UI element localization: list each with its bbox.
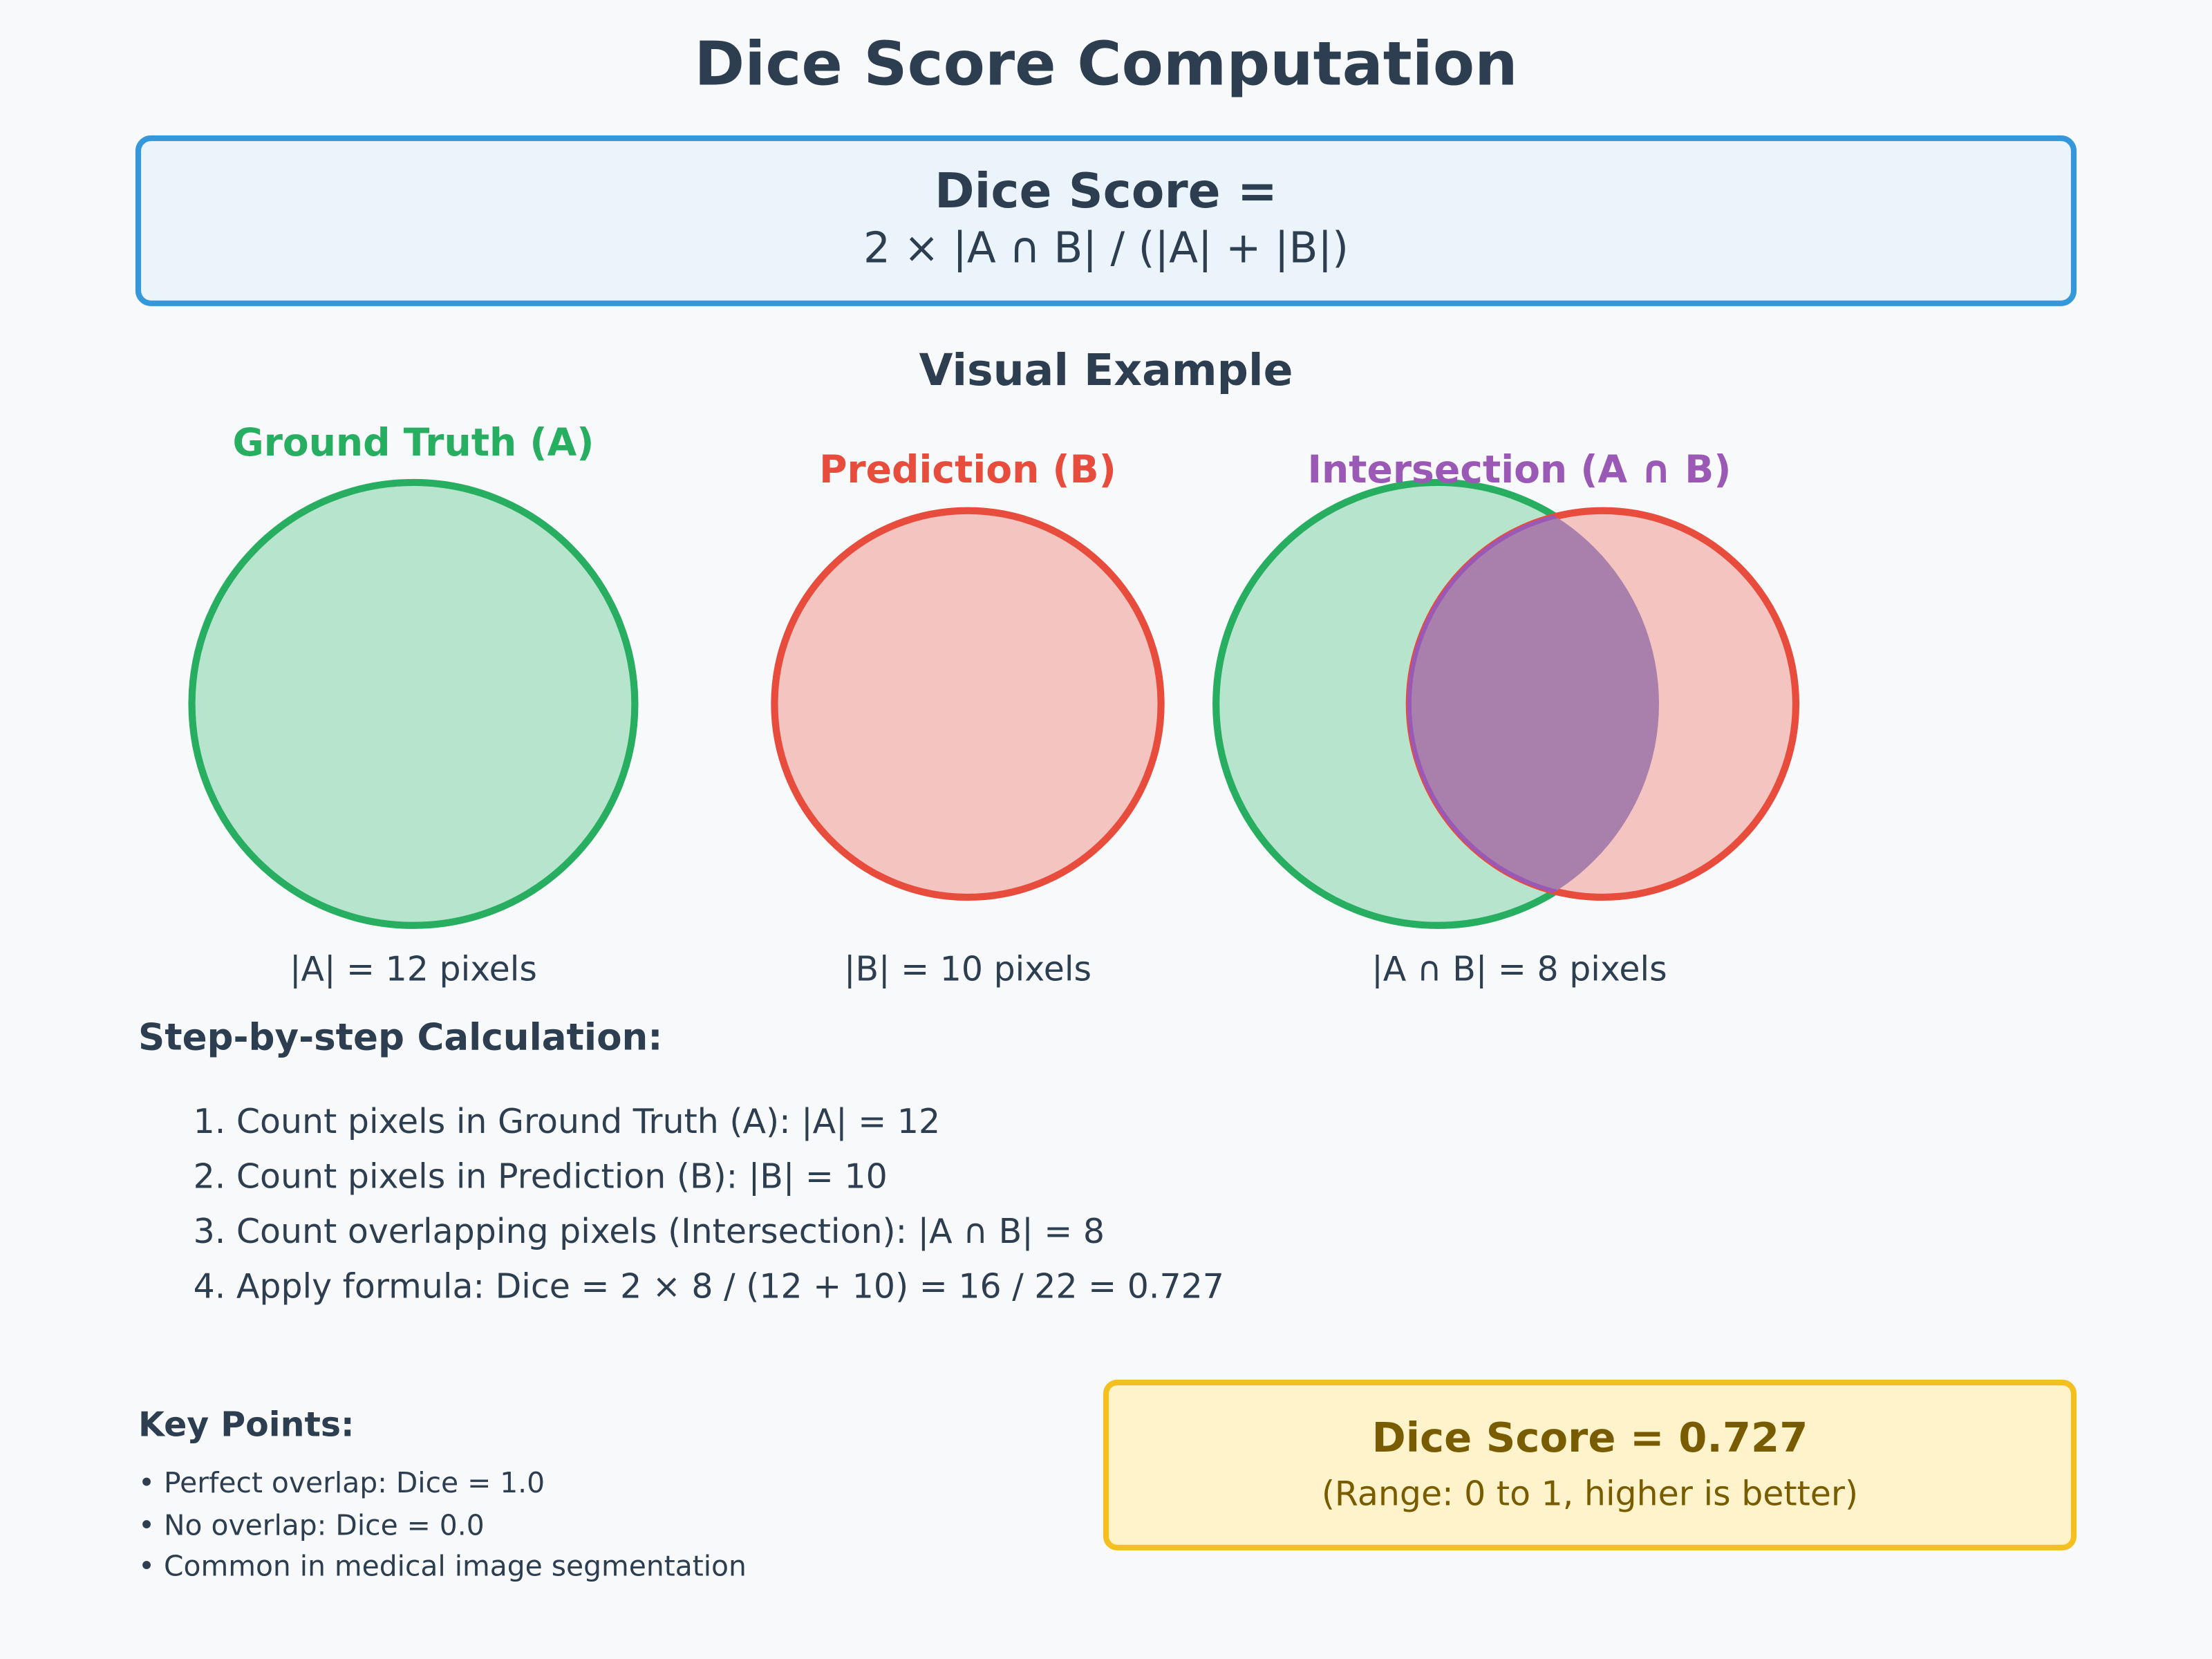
- key-point-item: • No overlap: Dice = 0.0: [138, 1508, 485, 1541]
- calculation-step: 3. Count overlapping pixels (Intersectio…: [194, 1212, 1105, 1251]
- calculation-step: 4. Apply formula: Dice = 2 × 8 / (12 + 1…: [194, 1267, 1224, 1306]
- prediction-group: Prediction (B) |B| = 10 pixels: [771, 447, 1165, 988]
- ground-truth-circle: [188, 478, 639, 929]
- calculation-step: 2. Count pixels in Prediction (B): |B| =…: [194, 1156, 888, 1196]
- ground-truth-label: Ground Truth (A): [232, 420, 594, 465]
- key-point-item: • Common in medical image segmentation: [138, 1550, 747, 1583]
- prediction-caption: |B| = 10 pixels: [844, 949, 1091, 988]
- ground-truth-group: Ground Truth (A) |A| = 12 pixels: [188, 420, 639, 988]
- formula-heading: Dice Score =: [935, 164, 1277, 219]
- ground-truth-caption: |A| = 12 pixels: [290, 949, 537, 988]
- intersection-caption: |A ∩ B| = 8 pixels: [1371, 949, 1667, 988]
- result-range: (Range: 0 to 1, higher is better): [1322, 1474, 1858, 1514]
- calculation-heading: Step-by-step Calculation:: [138, 1015, 663, 1058]
- page-title: Dice Score Computation: [694, 28, 1517, 99]
- intersection-group: Intersection (A ∩ B) |A ∩ B| = 8 pixels: [1212, 447, 1800, 988]
- intersection-overlap-region: [1409, 510, 1659, 897]
- result-score: Dice Score = 0.727: [1372, 1414, 1808, 1461]
- formula-expression: 2 × |A ∩ B| / (|A| + |B|): [863, 224, 1349, 273]
- prediction-label: Prediction (B): [819, 447, 1116, 491]
- key-points-heading: Key Points:: [138, 1405, 355, 1445]
- prediction-circle: [771, 507, 1165, 901]
- visual-example-heading: Visual Example: [919, 344, 1293, 395]
- intersection-label: Intersection (A ∩ B): [1307, 447, 1731, 491]
- formula-box: [135, 135, 2077, 306]
- key-point-item: • Perfect overlap: Dice = 1.0: [138, 1466, 545, 1499]
- result-box: [1103, 1379, 2077, 1550]
- calculation-step: 1. Count pixels in Ground Truth (A): |A|…: [194, 1102, 941, 1141]
